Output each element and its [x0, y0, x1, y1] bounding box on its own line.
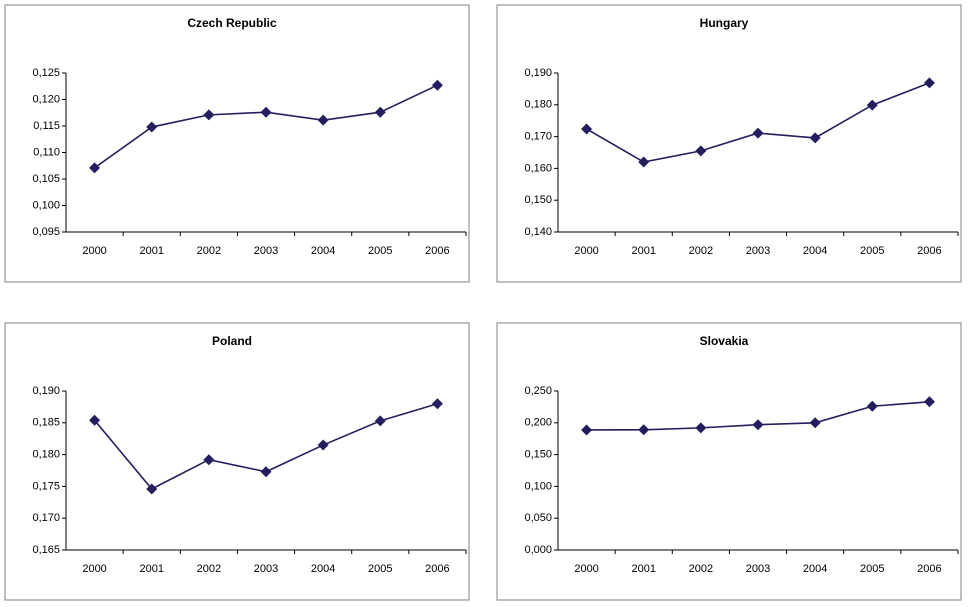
marker [89, 414, 101, 426]
marker [260, 106, 272, 118]
x-tick-label: 2005 [860, 245, 884, 257]
x-tick-label: 2006 [425, 563, 449, 575]
marker [146, 483, 158, 495]
y-tick-label: 0,120 [32, 93, 60, 105]
y-tick-label: 0,125 [32, 67, 60, 79]
x-tick-label: 2000 [574, 563, 598, 575]
y-tick-label: 0,110 [33, 146, 60, 158]
y-tick-label: 0,190 [32, 385, 60, 397]
x-tick-label: 2005 [368, 563, 392, 575]
y-tick-label: 0,050 [524, 512, 552, 524]
x-tick-label: 2001 [139, 245, 163, 257]
y-tick-label: 0,185 [32, 417, 60, 429]
chart-frame [496, 322, 962, 601]
y-tick-label: 0,150 [524, 449, 552, 461]
y-tick-label: 0,180 [524, 99, 552, 111]
y-tick-label: 0,115 [33, 120, 60, 132]
marker [809, 417, 821, 429]
y-tick-label: 0,180 [32, 449, 60, 461]
x-tick-label: 2003 [254, 245, 278, 257]
y-tick-label: 0,095 [32, 226, 60, 238]
marker [866, 400, 878, 412]
y-tick-label: 0,000 [524, 544, 552, 556]
x-tick-label: 2002 [197, 245, 221, 257]
x-tick-label: 2002 [689, 563, 713, 575]
x-tick-label: 2005 [860, 563, 884, 575]
marker [374, 415, 386, 427]
chart-frame [496, 4, 962, 283]
y-tick-label: 0,170 [524, 131, 552, 143]
x-tick-label: 2002 [197, 563, 221, 575]
y-tick-label: 0,175 [32, 480, 60, 492]
marker [317, 439, 329, 451]
marker [581, 123, 593, 135]
marker [752, 127, 764, 139]
x-tick-label: 2004 [311, 563, 335, 575]
marker [638, 156, 650, 168]
marker [431, 398, 443, 410]
x-tick-label: 2001 [631, 563, 655, 575]
marker [581, 424, 593, 436]
marker [866, 99, 878, 111]
y-tick-label: 0,200 [524, 417, 552, 429]
x-tick-label: 2003 [254, 563, 278, 575]
x-tick-label: 2006 [425, 245, 449, 257]
chart-title: Poland [212, 334, 252, 348]
marker [203, 454, 215, 466]
y-tick-label: 0,190 [524, 67, 552, 79]
marker [695, 422, 707, 434]
x-tick-label: 2001 [139, 563, 163, 575]
chart-frame [4, 4, 470, 283]
chart-title: Hungary [700, 16, 749, 30]
chart-frame [4, 322, 470, 601]
marker [431, 79, 443, 91]
y-tick-label: 0,100 [32, 199, 60, 211]
marker [260, 466, 272, 478]
x-tick-label: 2006 [917, 563, 941, 575]
x-tick-label: 2004 [803, 563, 827, 575]
x-tick-label: 2001 [631, 245, 655, 257]
y-tick-label: 0,105 [32, 173, 60, 185]
y-tick-label: 0,150 [524, 194, 552, 206]
x-tick-label: 2004 [311, 245, 335, 257]
marker [317, 114, 329, 126]
x-tick-label: 2005 [368, 245, 392, 257]
y-tick-label: 0,250 [524, 385, 552, 397]
marker [752, 419, 764, 431]
marker [695, 145, 707, 157]
x-tick-label: 2000 [82, 245, 106, 257]
x-tick-label: 2006 [917, 245, 941, 257]
y-tick-label: 0,165 [32, 544, 60, 556]
x-tick-label: 2000 [574, 245, 598, 257]
x-tick-label: 2003 [746, 245, 770, 257]
marker [146, 121, 158, 133]
x-tick-label: 2002 [689, 245, 713, 257]
y-tick-label: 0,100 [524, 480, 552, 492]
y-tick-label: 0,170 [32, 512, 60, 524]
marker [638, 424, 650, 436]
marker [809, 132, 821, 144]
marker [374, 106, 386, 118]
x-tick-label: 2003 [746, 563, 770, 575]
marker [923, 77, 935, 89]
chart-title: Slovakia [700, 334, 749, 348]
y-tick-label: 0,160 [524, 162, 552, 174]
marker [89, 162, 101, 174]
x-tick-label: 2000 [82, 563, 106, 575]
x-tick-label: 2004 [803, 245, 827, 257]
chart-title: Czech Republic [187, 16, 277, 30]
marker [203, 109, 215, 121]
y-tick-label: 0,140 [524, 226, 552, 238]
marker [923, 396, 935, 408]
